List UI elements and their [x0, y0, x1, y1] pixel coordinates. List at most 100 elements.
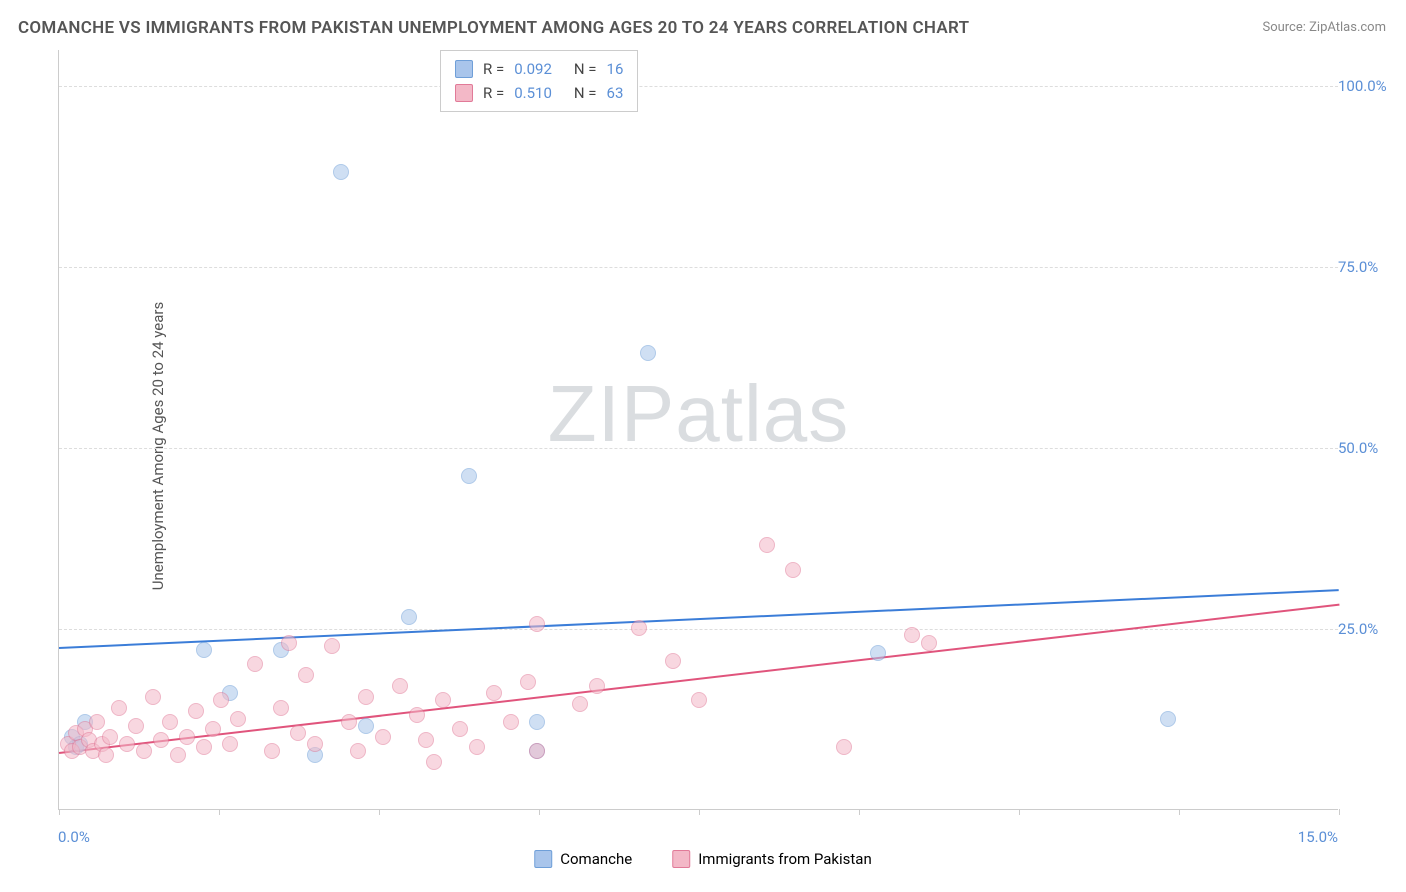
- n-label: N =: [574, 60, 597, 78]
- trend-line: [59, 604, 1339, 754]
- watermark-text: ZIPatlas: [548, 368, 849, 460]
- data-point: [333, 164, 349, 180]
- data-point: [520, 674, 536, 690]
- data-point: [222, 736, 238, 752]
- x-tick-max: 15.0%: [1298, 828, 1338, 846]
- data-point: [836, 739, 852, 755]
- data-point: [230, 711, 246, 727]
- series-legend: Comanche Immigrants from Pakistan: [534, 850, 872, 868]
- data-point: [350, 743, 366, 759]
- data-point: [631, 620, 647, 636]
- data-point: [452, 721, 468, 737]
- x-tick: [219, 809, 220, 815]
- data-point: [358, 689, 374, 705]
- data-point: [196, 739, 212, 755]
- data-point: [503, 714, 519, 730]
- x-tick: [1339, 809, 1340, 815]
- data-point: [529, 743, 545, 759]
- swatch-series1: [455, 60, 473, 78]
- scatter-plot: ZIPatlas: [58, 50, 1338, 810]
- y-tick-label: 25.0%: [1338, 620, 1378, 638]
- data-point: [375, 729, 391, 745]
- data-point: [188, 703, 204, 719]
- legend-label-series1: Comanche: [560, 850, 632, 868]
- y-tick-label: 50.0%: [1338, 439, 1378, 457]
- gridline: [59, 448, 1338, 449]
- data-point: [665, 653, 681, 669]
- data-point: [486, 685, 502, 701]
- data-point: [102, 729, 118, 745]
- x-tick: [1019, 809, 1020, 815]
- swatch-series2: [455, 84, 473, 102]
- data-point: [401, 609, 417, 625]
- data-point: [904, 627, 920, 643]
- data-point: [179, 729, 195, 745]
- data-point: [921, 635, 937, 651]
- trend-line: [59, 589, 1339, 649]
- n-label: N =: [574, 84, 597, 102]
- data-point: [264, 743, 280, 759]
- data-point: [119, 736, 135, 752]
- data-point: [89, 714, 105, 730]
- data-point: [358, 718, 374, 734]
- data-point: [461, 468, 477, 484]
- data-point: [98, 747, 114, 763]
- x-tick: [1179, 809, 1180, 815]
- data-point: [1160, 711, 1176, 727]
- legend-item-series1: Comanche: [534, 850, 632, 868]
- data-point: [298, 667, 314, 683]
- data-point: [341, 714, 357, 730]
- data-point: [247, 656, 263, 672]
- data-point: [572, 696, 588, 712]
- y-tick-label: 100.0%: [1338, 77, 1387, 95]
- data-point: [324, 638, 340, 654]
- data-point: [426, 754, 442, 770]
- chart-title: COMANCHE VS IMMIGRANTS FROM PAKISTAN UNE…: [18, 18, 969, 38]
- correlation-stats-box: R = 0.092 N = 16 R = 0.510 N = 63: [440, 50, 638, 112]
- data-point: [691, 692, 707, 708]
- data-point: [290, 725, 306, 741]
- data-point: [435, 692, 451, 708]
- data-point: [111, 700, 127, 716]
- n-value-series2: 63: [607, 84, 624, 102]
- stats-row-series1: R = 0.092 N = 16: [455, 57, 623, 81]
- r-label: R =: [483, 60, 504, 78]
- data-point: [759, 537, 775, 553]
- x-tick: [699, 809, 700, 815]
- data-point: [145, 689, 161, 705]
- data-point: [640, 345, 656, 361]
- data-point: [870, 645, 886, 661]
- data-point: [418, 732, 434, 748]
- swatch-series1: [534, 850, 552, 868]
- data-point: [273, 700, 289, 716]
- data-point: [128, 718, 144, 734]
- data-point: [409, 707, 425, 723]
- gridline: [59, 267, 1338, 268]
- data-point: [529, 616, 545, 632]
- data-point: [170, 747, 186, 763]
- r-label: R =: [483, 84, 504, 102]
- x-tick: [539, 809, 540, 815]
- r-value-series1: 0.092: [514, 60, 552, 78]
- swatch-series2: [672, 850, 690, 868]
- data-point: [205, 721, 221, 737]
- n-value-series1: 16: [607, 60, 624, 78]
- source-label: Source: ZipAtlas.com: [1262, 20, 1386, 35]
- x-tick: [379, 809, 380, 815]
- data-point: [196, 642, 212, 658]
- gridline: [59, 629, 1338, 630]
- data-point: [162, 714, 178, 730]
- data-point: [529, 714, 545, 730]
- data-point: [785, 562, 801, 578]
- data-point: [589, 678, 605, 694]
- data-point: [307, 736, 323, 752]
- legend-item-series2: Immigrants from Pakistan: [672, 850, 872, 868]
- x-tick-min: 0.0%: [58, 828, 90, 846]
- y-tick-label: 75.0%: [1338, 258, 1378, 276]
- data-point: [153, 732, 169, 748]
- data-point: [281, 635, 297, 651]
- data-point: [392, 678, 408, 694]
- data-point: [136, 743, 152, 759]
- gridline: [59, 86, 1338, 87]
- legend-label-series2: Immigrants from Pakistan: [698, 850, 872, 868]
